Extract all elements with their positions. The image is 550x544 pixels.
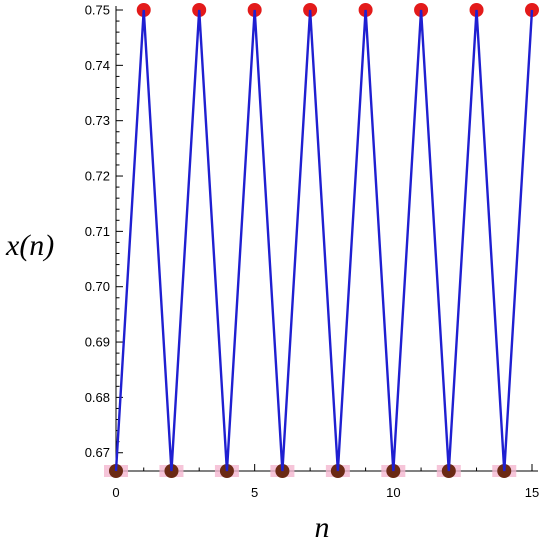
y-axis-title: x(n) (5, 229, 54, 262)
series-line (114, 9, 534, 472)
y-tick-label: 0.75 (85, 3, 110, 18)
y-tick-label: 0.70 (85, 279, 110, 294)
x-tick-label: 15 (525, 485, 539, 500)
y-tick-label: 0.68 (85, 390, 110, 405)
y-tick-label: 0.71 (85, 224, 110, 239)
y-tick-label: 0.73 (85, 113, 110, 128)
y-tick-label: 0.67 (85, 445, 110, 460)
x-tick-label: 0 (112, 485, 119, 500)
y-tick-label: 0.74 (85, 58, 110, 73)
y-tick-label: 0.72 (85, 169, 110, 184)
plot-area: 0.67 0.68 0.69 0.70 0.71 0.72 0.73 0.74 0.75 0 5 10… (85, 3, 540, 501)
x-tick-label: 10 (386, 485, 400, 500)
x-tick-label: 5 (251, 485, 258, 500)
y-tick-label: 0.69 (85, 335, 110, 350)
x-axis-title: n (315, 511, 330, 544)
